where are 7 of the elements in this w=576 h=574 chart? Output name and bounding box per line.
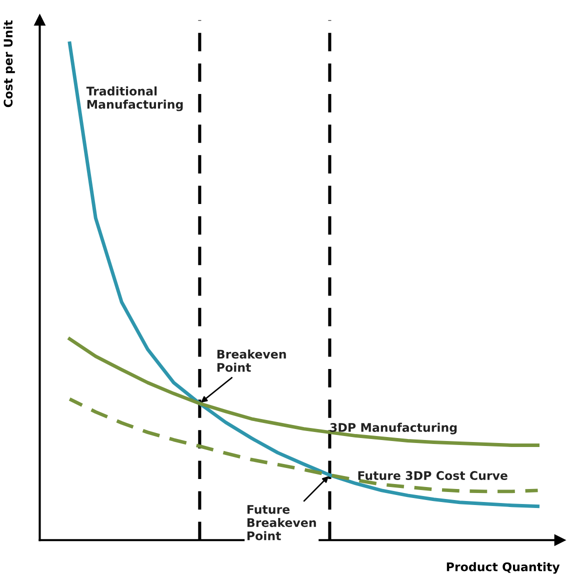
y-axis-title: Cost per Unit bbox=[3, 20, 15, 108]
series-label: Traditional Manufacturing bbox=[86, 86, 183, 112]
annotation: Future Breakeven Point bbox=[247, 505, 316, 540]
series-label: 3DP Manufacturing bbox=[330, 422, 457, 434]
series-label: Future 3DP Cost Curve bbox=[358, 471, 508, 480]
annotation: Breakeven Point bbox=[217, 350, 286, 372]
x-axis-title: Product Quantity bbox=[446, 562, 560, 574]
